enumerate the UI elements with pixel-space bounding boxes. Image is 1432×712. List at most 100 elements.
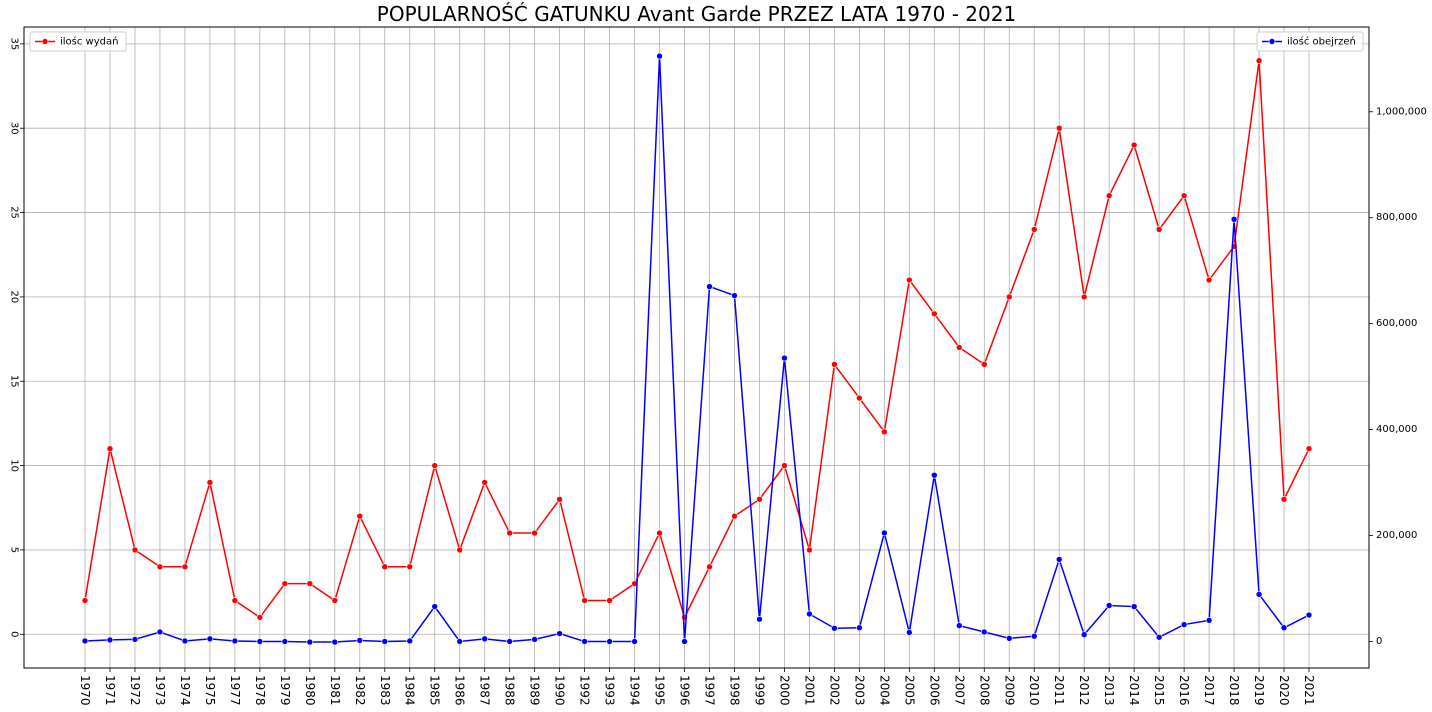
chart-title: POPULARNOŚĆ GATUNKU Avant Garde PRZEZ LA… <box>376 2 1017 26</box>
data-point <box>156 628 164 636</box>
x-tick-label: 2001 <box>802 675 816 706</box>
x-tick-label: 2007 <box>952 675 966 706</box>
data-point <box>806 546 813 554</box>
x-tick-label: 1984 <box>403 675 417 706</box>
legend-label: ilość obejrzeń <box>1287 36 1356 48</box>
legend-label: ilośc wydań <box>60 36 118 48</box>
data-point <box>81 597 89 604</box>
data-point <box>1105 602 1113 609</box>
data-point <box>955 344 963 351</box>
data-point <box>1055 124 1063 132</box>
series-lines <box>81 52 1313 646</box>
x-tick-label: 2020 <box>1277 675 1291 706</box>
x-tick-label: 1989 <box>528 675 542 706</box>
legend-1: ilość obejrzeń <box>1256 31 1364 52</box>
data-point <box>406 563 414 571</box>
series-line-0 <box>84 60 1310 620</box>
left-y-tick-label: 25 <box>9 206 20 219</box>
x-tick-label: 2014 <box>1127 675 1141 706</box>
x-tick-label: 1980 <box>303 675 317 706</box>
data-point <box>381 563 389 571</box>
left-y-tick-label: 30 <box>9 122 20 135</box>
data-point <box>980 361 988 368</box>
data-point <box>481 635 488 643</box>
x-tick-label: 2008 <box>977 675 991 706</box>
left-y-axis: 0 5 10 15 20 25 30 35 <box>9 38 24 637</box>
left-y-tick-label: 20 <box>9 291 20 304</box>
data-point <box>106 445 114 453</box>
legends: ilośc wydań ilość obejrzeń <box>29 31 1364 52</box>
data-point <box>1180 192 1188 199</box>
data-point <box>656 529 663 537</box>
x-tick-label: 1971 <box>103 675 117 706</box>
data-point <box>1130 141 1138 149</box>
data-point <box>431 462 439 469</box>
data-point <box>831 361 838 368</box>
legend-marker <box>41 38 49 45</box>
data-point <box>631 638 638 645</box>
data-point <box>1080 293 1088 301</box>
data-point <box>481 479 488 486</box>
data-point <box>1280 624 1288 632</box>
x-tick-label: 1994 <box>628 675 642 706</box>
right-y-tick-label: 0 <box>1376 636 1382 647</box>
data-point <box>356 637 364 644</box>
x-tick-label: 1981 <box>328 675 342 706</box>
data-point <box>1205 617 1213 624</box>
data-point <box>556 630 563 637</box>
x-tick-label: 1970 <box>78 675 92 706</box>
data-point <box>1055 556 1063 563</box>
x-tick-label: 1998 <box>727 675 741 706</box>
data-point <box>81 637 89 645</box>
right-y-axis: 0 200,000 400,000 600,000 800,000 1,000,000 <box>1369 106 1427 647</box>
data-point <box>281 638 289 645</box>
data-point <box>1005 293 1013 301</box>
x-tick-label: 1978 <box>253 675 267 706</box>
data-point <box>931 310 938 318</box>
data-point <box>1305 611 1313 619</box>
data-point <box>131 546 139 554</box>
x-tick-label: 2002 <box>827 675 841 706</box>
data-point <box>456 638 464 645</box>
x-tick-label: 2016 <box>1177 675 1191 706</box>
data-point <box>806 610 813 618</box>
data-point <box>831 624 838 632</box>
legend-marker <box>1268 38 1276 45</box>
data-point <box>506 638 513 645</box>
left-y-tick-label: 5 <box>9 547 20 553</box>
x-tick-label: 1975 <box>203 675 217 706</box>
data-point <box>906 276 913 284</box>
x-tick-label: 2017 <box>1202 675 1216 706</box>
x-tick-label: 1986 <box>453 675 467 706</box>
data-point <box>356 512 364 520</box>
data-point <box>656 52 663 60</box>
data-point <box>1155 226 1163 233</box>
x-tick-label: 2003 <box>852 675 866 706</box>
data-point <box>1255 57 1263 65</box>
x-tick-label: 1995 <box>653 675 667 706</box>
data-point <box>1105 192 1113 199</box>
data-point <box>256 638 264 645</box>
data-point <box>1305 445 1313 453</box>
x-tick-label: 1999 <box>752 675 766 706</box>
x-tick-label: 2004 <box>877 675 891 706</box>
x-tick-label: 1979 <box>278 675 292 706</box>
x-tick-label: 2013 <box>1102 675 1116 706</box>
data-point <box>1230 216 1238 223</box>
left-y-tick-label: 0 <box>9 631 20 637</box>
data-point <box>206 635 214 643</box>
data-point <box>381 638 389 645</box>
data-point <box>856 394 863 402</box>
data-point <box>906 629 913 636</box>
x-tick-label: 2009 <box>1002 675 1016 706</box>
data-point <box>181 637 189 645</box>
data-point <box>556 496 563 503</box>
x-tick-label: 1982 <box>353 675 367 706</box>
data-point <box>955 622 963 629</box>
x-tick-label: 2000 <box>777 675 791 706</box>
data-point <box>131 636 139 643</box>
data-point <box>856 624 863 632</box>
right-y-tick-label: 200,000 <box>1376 530 1417 541</box>
data-point <box>456 546 464 554</box>
data-point <box>731 292 738 299</box>
